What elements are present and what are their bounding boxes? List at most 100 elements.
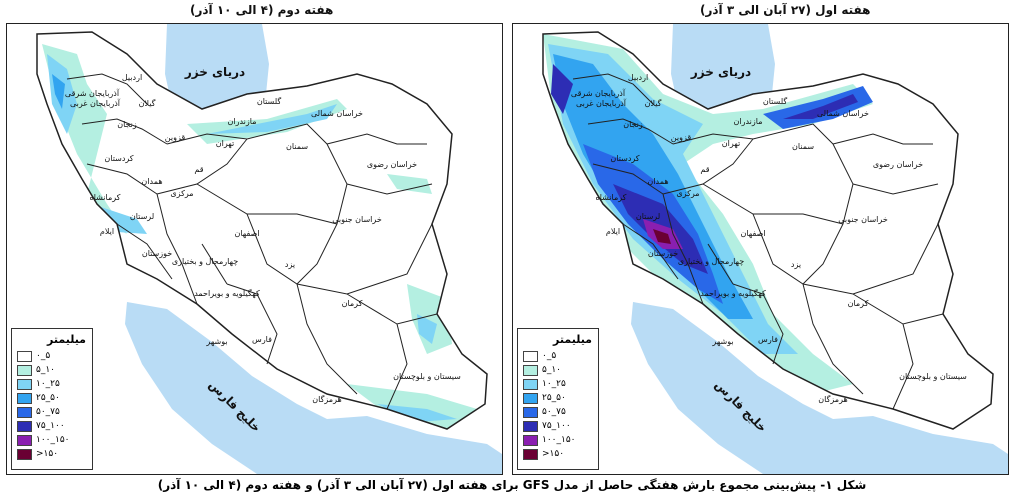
label-ilam: ایلام (606, 227, 620, 236)
precip-fill-week1 (543, 34, 873, 394)
label-hamedan: همدان (647, 177, 668, 186)
caspian-label: دریای خزر (690, 65, 751, 79)
label-khorasan-razavi: خراسان رضوی (873, 160, 923, 169)
label-sistan: سیستان و بلوچستان (899, 372, 967, 381)
label-azarbayjan-sharghi: آذربایجان شرقی (65, 88, 120, 98)
legend-swatch (523, 434, 538, 446)
legend-label: ۵_۱۰ (542, 365, 562, 375)
legend-swatch (17, 448, 32, 460)
legend-swatch (17, 392, 32, 404)
legend-swatch (17, 364, 32, 376)
label-qom: قم (700, 165, 709, 174)
iran-land (37, 32, 487, 429)
label-gilan: گیلان (139, 98, 156, 108)
label-hamedan: همدان (141, 177, 162, 186)
legend-item: ۷۵_۱۰۰ (523, 420, 571, 432)
legend-swatch (523, 448, 538, 460)
label-esfahan: اصفهان (234, 229, 259, 238)
legend-swatch (523, 406, 538, 418)
legend-item: ۱۰۰_۱۵۰ (523, 434, 576, 446)
legend-swatch (523, 378, 538, 390)
label-chaharmahal: چهارمحال و بختیاری (172, 257, 238, 266)
legend-label: ۲۵_۵۰ (542, 393, 566, 403)
label-azarbayjan-sharghi: آذربایجان شرقی (571, 88, 626, 98)
persian-gulf (125, 302, 327, 474)
label-hormozgan: هرمزگان (312, 394, 341, 404)
legend-item: ۲۵_۵۰ (17, 392, 60, 404)
legend-title: میلیمتر (553, 333, 592, 346)
legend-label: ۱۰۰_۱۵۰ (542, 435, 576, 445)
legend-item: >۱۵۰ (523, 448, 565, 460)
label-khorasan-razavi: خراسان رضوی (367, 160, 417, 169)
label-qazvin: قزوین (671, 133, 692, 142)
label-khorasan-jonubi: خراسان جنوبی (838, 215, 888, 224)
legend-label: ۱۰_۲۵ (36, 379, 60, 389)
legend-label: ۷۵_۱۰۰ (36, 421, 65, 431)
legend-label: ۵۰_۷۵ (36, 407, 60, 417)
label-golestan: گلستان (763, 96, 788, 106)
legend-item: >۱۵۰ (17, 448, 59, 460)
legend-item: ۱۰۰_۱۵۰ (17, 434, 70, 446)
legend-label: >۱۵۰ (542, 449, 565, 459)
label-ilam: ایلام (100, 227, 114, 236)
figure-caption: شکل ۱- پیش‌بینی مجموع بارش هفتگی حاصل از… (157, 478, 867, 492)
label-markazi: مرکزی (676, 189, 699, 198)
label-esfahan: اصفهان (740, 229, 765, 238)
gulf-of-oman (833, 416, 1008, 474)
label-azarbayjan-gharbi: آذربایجان غربی (576, 98, 627, 108)
label-kordestan: کردستان (104, 154, 133, 163)
legend-label: ۱۰_۲۵ (542, 379, 566, 389)
right-panel-title: هفته اول (۲۷ آبان الی ۳ آذر) (700, 3, 871, 17)
legend-item: ۲۵_۵۰ (523, 392, 566, 404)
left-panel-title: هفته دوم (۴ الی ۱۰ آذر) (190, 3, 334, 17)
province-borders (36, 31, 488, 430)
map-panel-week2: دریای خزر خراسان شمالی خراسان رضوی خراسا… (6, 23, 503, 475)
label-zanjan: زنجان (117, 120, 137, 129)
label-ardabil: اردبیل (122, 73, 142, 82)
legend-item: ۷۵_۱۰۰ (17, 420, 65, 432)
legend-swatch (523, 364, 538, 376)
label-azarbayjan-gharbi: آذربایجان غربی (70, 98, 121, 108)
label-yazd: یزد (791, 260, 801, 269)
label-sistan: سیستان و بلوچستان (393, 372, 461, 381)
legend-swatch (17, 350, 32, 362)
legend-item: ۱۰_۲۵ (523, 378, 566, 390)
caspian-label: دریای خزر (184, 65, 245, 79)
persian-gulf (631, 302, 833, 474)
label-mazandaran: مازندران (228, 117, 257, 126)
legend-item: ۵۰_۷۵ (17, 406, 60, 418)
legend-label: ۲۵_۵۰ (36, 393, 60, 403)
label-golestan: گلستان (257, 96, 282, 106)
map-panel-week1: دریای خزر خراسان شمالی خراسان رضوی خراسا… (512, 23, 1009, 475)
legend-label: ۰_۵ (36, 351, 51, 361)
precip-fill-week2 (42, 44, 477, 429)
label-bushehr: بوشهر (711, 337, 733, 346)
label-kerman: کرمان (342, 299, 363, 308)
label-khorasan-jonubi: خراسان جنوبی (332, 215, 382, 224)
legend-label: >۱۵۰ (36, 449, 59, 459)
label-fars: فارس (758, 335, 778, 344)
gulf-of-oman (327, 416, 502, 474)
label-semnan: سمنان (792, 142, 814, 151)
label-tehran: تهران (722, 139, 740, 148)
legend-title: میلیمتر (47, 333, 86, 346)
legend-label: ۵۰_۷۵ (542, 407, 566, 417)
legend-swatch (17, 434, 32, 446)
legend-item: ۱۰_۲۵ (17, 378, 60, 390)
legend-swatch (17, 378, 32, 390)
legend-swatch (523, 350, 538, 362)
label-kordestan: کردستان (610, 154, 639, 163)
legend-item: ۰_۵ (523, 350, 556, 362)
label-lorestan: لرستان (130, 212, 154, 221)
legend-week2: میلیمتر ۰_۵ ۵_۱۰ ۱۰_۲۵ ۲۵_۵۰ ۵۰_۷۵ ۷۵_۱۰۰ ۱۰۰_… (11, 328, 93, 470)
legend-label: ۱۰۰_۱۵۰ (36, 435, 70, 445)
label-khorasan-shomali: خراسان شمالی (311, 109, 363, 118)
label-fars: فارس (252, 335, 272, 344)
label-chaharmahal: چهارمحال و بختیاری (678, 257, 744, 266)
label-gilan: گیلان (645, 98, 662, 108)
label-qom: قم (194, 165, 203, 174)
label-yazd: یزد (285, 260, 295, 269)
label-mazandaran: مازندران (734, 117, 763, 126)
label-bushehr: بوشهر (205, 337, 227, 346)
legend-swatch (523, 392, 538, 404)
